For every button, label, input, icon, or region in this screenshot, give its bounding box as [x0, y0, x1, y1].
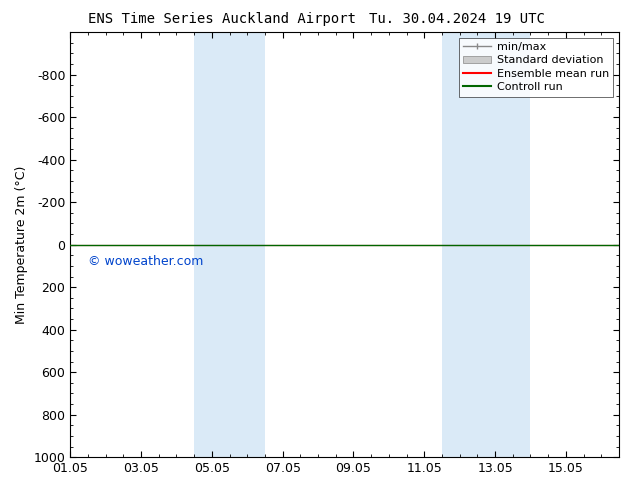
Bar — [194, 32, 265, 457]
Legend: min/max, Standard deviation, Ensemble mean run, Controll run: min/max, Standard deviation, Ensemble me… — [459, 38, 614, 97]
Text: ENS Time Series Auckland Airport: ENS Time Series Auckland Airport — [88, 12, 356, 26]
Text: Tu. 30.04.2024 19 UTC: Tu. 30.04.2024 19 UTC — [368, 12, 545, 26]
Bar — [442, 32, 531, 457]
Text: © woweather.com: © woweather.com — [88, 255, 204, 268]
Y-axis label: Min Temperature 2m (°C): Min Temperature 2m (°C) — [15, 166, 28, 324]
